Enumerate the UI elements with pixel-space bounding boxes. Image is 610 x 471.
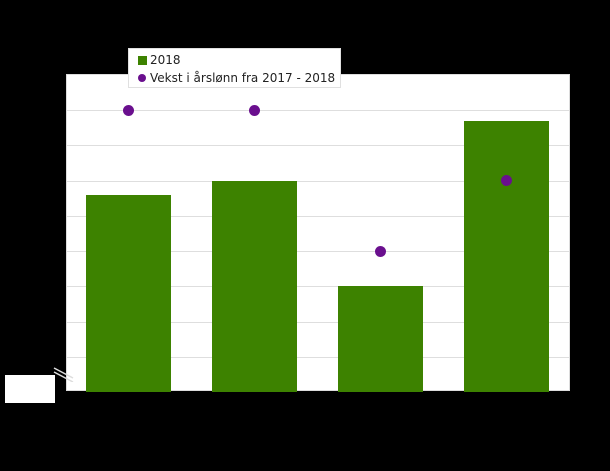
square-marker-icon xyxy=(138,55,147,65)
gridline xyxy=(67,286,569,287)
plot-area xyxy=(66,74,570,392)
gridline xyxy=(67,110,569,111)
axis-label-box xyxy=(5,375,55,403)
growth-point[interactable] xyxy=(374,245,386,257)
legend-label: Vekst i årslønn fra 2017 - 2018 xyxy=(150,71,336,85)
gridline xyxy=(67,216,569,217)
bar-2018[interactable] xyxy=(211,180,297,392)
bar-2018[interactable] xyxy=(85,194,171,392)
gridline xyxy=(67,251,569,252)
legend: 2018 Vekst i årslønn fra 2017 - 2018 xyxy=(128,48,341,88)
bar-2018[interactable] xyxy=(337,286,423,392)
legend-item-growth[interactable]: Vekst i årslønn fra 2017 - 2018 xyxy=(138,70,335,86)
gridline xyxy=(67,357,569,358)
gridline xyxy=(67,322,569,323)
growth-point[interactable] xyxy=(122,104,134,116)
growth-point[interactable] xyxy=(500,175,512,187)
legend-item-2018[interactable]: 2018 xyxy=(138,52,181,68)
gridline xyxy=(67,181,569,182)
bar-2018[interactable] xyxy=(463,120,549,392)
axis-break-icon xyxy=(53,367,74,382)
legend-label: 2018 xyxy=(150,53,181,67)
circle-marker-icon xyxy=(138,74,146,82)
growth-point[interactable] xyxy=(248,104,260,116)
gridline xyxy=(67,145,569,146)
